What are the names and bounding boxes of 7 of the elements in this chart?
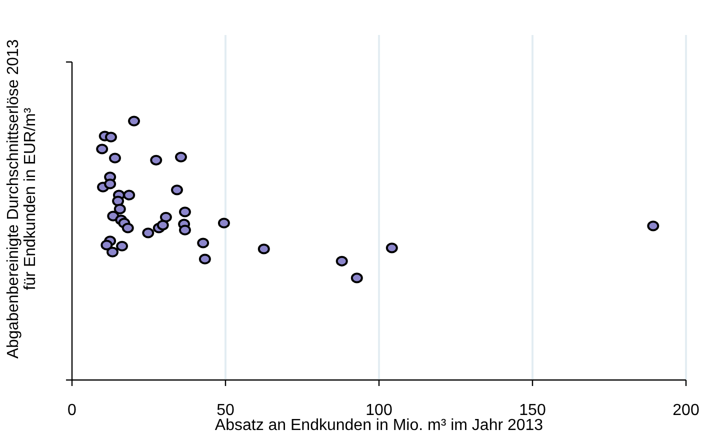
x-tick-label: 200: [672, 402, 700, 419]
x-tick-label: 0: [68, 402, 77, 419]
x-tick-label: 50: [216, 402, 234, 419]
y-axis-title: Abgabenbereinigte Durchschnittserlöse 2013 für Endkunden in EUR/m³: [5, 39, 39, 359]
x-tick-label: 100: [366, 402, 392, 419]
x-tick-label: 150: [519, 402, 546, 419]
x-axis-title: Absatz an Endkunden in Mio. m³ im Jahr 2013: [214, 417, 544, 434]
